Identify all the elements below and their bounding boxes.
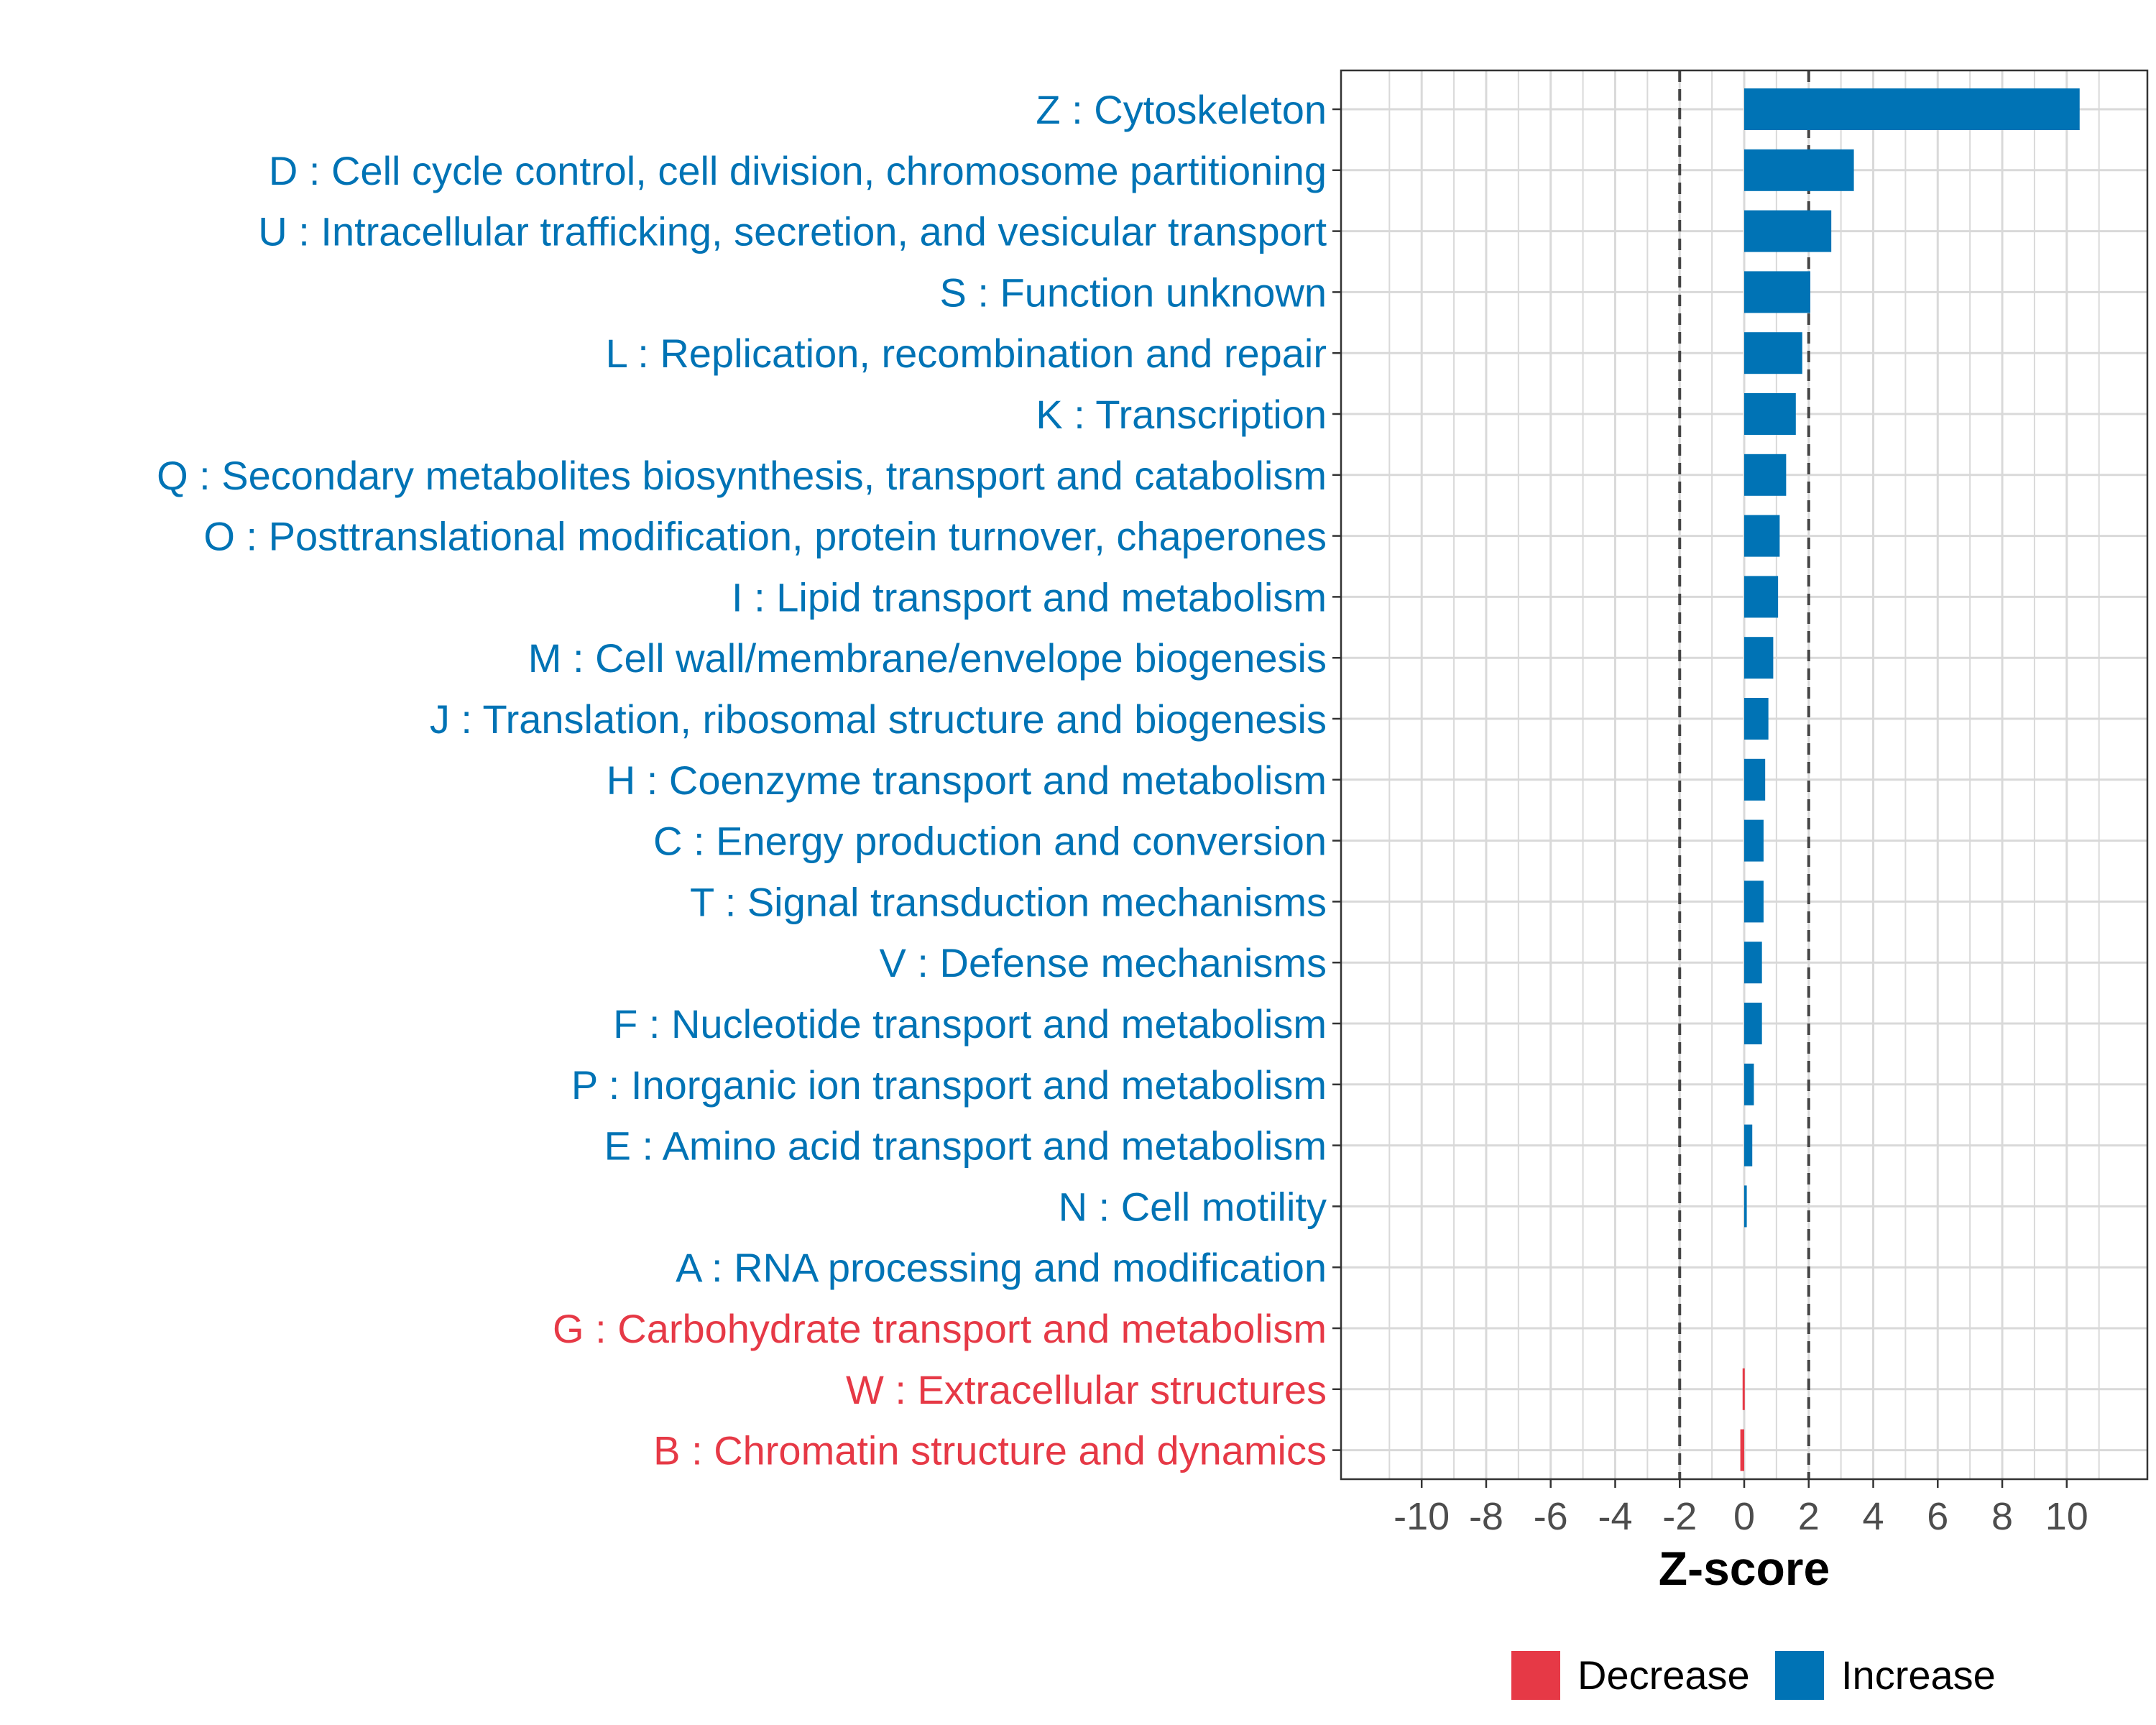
bar [1744, 454, 1787, 496]
y-tick-label: J : Translation, ribosomal structure and… [430, 696, 1327, 742]
bar [1744, 149, 1854, 191]
y-tick-label: H : Coenzyme transport and metabolism [607, 758, 1327, 803]
y-tick-label: L : Replication, recombination and repai… [606, 331, 1327, 376]
bar [1744, 332, 1802, 374]
bar [1744, 1185, 1747, 1228]
y-tick-label: U : Intracellular trafficking, secretion… [258, 209, 1327, 254]
x-axis-title: Z-score [1659, 1542, 1830, 1595]
y-tick-label: Q : Secondary metabolites biosynthesis, … [157, 453, 1327, 498]
y-tick-label: W : Extracellular structures [846, 1367, 1327, 1412]
x-tick-label: -2 [1662, 1495, 1697, 1538]
bar [1744, 515, 1780, 557]
x-tick-label: -10 [1393, 1495, 1450, 1538]
y-tick-label: P : Inorganic ion transport and metaboli… [571, 1062, 1327, 1108]
y-tick-label: F : Nucleotide transport and metabolism [613, 1001, 1327, 1046]
y-tick-label: E : Amino acid transport and metabolism [604, 1123, 1327, 1169]
legend-label-increase: Increase [1841, 1652, 1996, 1698]
bar [1744, 210, 1832, 252]
x-tick-label: -4 [1598, 1495, 1632, 1538]
y-tick-label: B : Chromatin structure and dynamics [653, 1428, 1327, 1473]
bar [1744, 637, 1774, 679]
bar [1744, 271, 1811, 313]
x-tick-label: 2 [1798, 1495, 1820, 1538]
bar [1744, 393, 1796, 435]
y-tick-label: I : Lipid transport and metabolism [732, 574, 1327, 620]
bar [1740, 1429, 1744, 1471]
x-axis: -10 -8 -6 -4 -2 0 2 4 6 8 10 [1393, 1479, 2088, 1538]
grid-lines [1341, 70, 2147, 1479]
y-tick-label: N : Cell motility [1059, 1184, 1327, 1229]
x-tick-label: -8 [1469, 1495, 1503, 1538]
y-tick-label: A : RNA processing and modification [676, 1245, 1327, 1290]
bar [1744, 698, 1769, 740]
x-tick-label: 8 [1991, 1495, 2013, 1538]
y-tick-label: O : Posttranslational modification, prot… [203, 514, 1327, 559]
bar [1744, 942, 1762, 984]
x-tick-label: 4 [1862, 1495, 1884, 1538]
bar [1742, 1368, 1745, 1410]
y-tick-label: G : Carbohydrate transport and metabolis… [553, 1306, 1327, 1351]
bar [1744, 758, 1766, 801]
legend: Decrease Increase [1511, 1651, 1996, 1700]
y-axis: Z : Cytoskeleton D : Cell cycle control, … [157, 87, 1341, 1473]
bar [1744, 576, 1779, 618]
x-tick-label: 0 [1733, 1495, 1755, 1538]
y-tick-label: C : Energy production and conversion [653, 819, 1327, 864]
bar [1744, 1063, 1754, 1105]
y-tick-label: M : Cell wall/membrane/envelope biogenes… [528, 635, 1327, 681]
x-tick-label: 10 [2045, 1495, 2088, 1538]
y-tick-label: S : Function unknown [939, 270, 1327, 315]
x-tick-label: -6 [1534, 1495, 1568, 1538]
bar [1744, 1003, 1762, 1044]
y-tick-label: Z : Cytoskeleton [1036, 87, 1327, 132]
y-tick-label: V : Defense mechanisms [880, 940, 1327, 985]
bar [1744, 880, 1764, 923]
legend-label-decrease: Decrease [1577, 1652, 1750, 1698]
bar [1744, 819, 1764, 862]
legend-swatch-increase [1775, 1651, 1824, 1700]
y-tick-label: D : Cell cycle control, cell division, c… [269, 148, 1327, 193]
bar [1744, 88, 2080, 130]
bar [1744, 1124, 1753, 1167]
x-tick-label: 6 [1927, 1495, 1948, 1538]
y-tick-label: T : Signal transduction mechanisms [690, 879, 1327, 924]
bars [1740, 88, 2080, 1471]
legend-swatch-decrease [1511, 1651, 1560, 1700]
y-tick-label: K : Transcription [1036, 392, 1327, 437]
